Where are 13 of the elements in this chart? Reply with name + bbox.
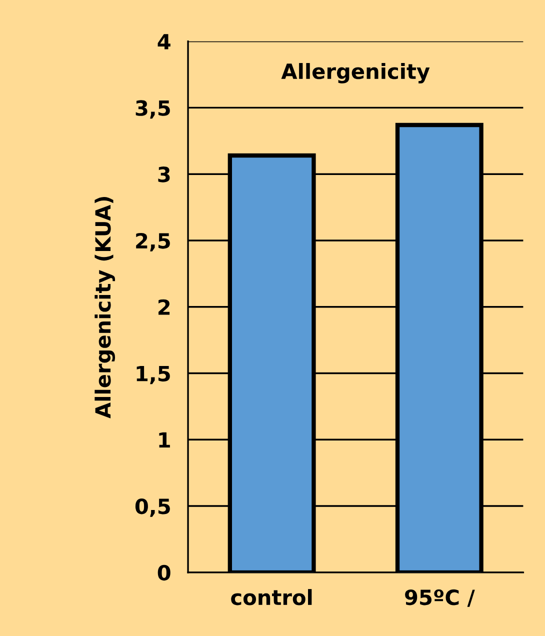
y-tick-label: 4	[158, 34, 170, 50]
y-tick-label: 3,5	[136, 100, 170, 119]
x-tick-label: 95ºC /	[405, 589, 475, 607]
y-tick-label: 0,5	[135, 498, 170, 517]
y-tick-label: 1,5	[136, 366, 170, 384]
x-tick-label: control	[231, 589, 312, 606]
y-axis-title: Allergenicity (KUA)	[94, 197, 116, 418]
y-tick-label: 1	[159, 432, 170, 448]
y-tick-label: 2	[158, 299, 170, 315]
y-tick-label: 0	[158, 564, 170, 581]
y-tick-label: 3	[158, 166, 170, 182]
text: Allergenicity	[281, 63, 430, 84]
y-tick-label: 2,5	[136, 232, 170, 252]
